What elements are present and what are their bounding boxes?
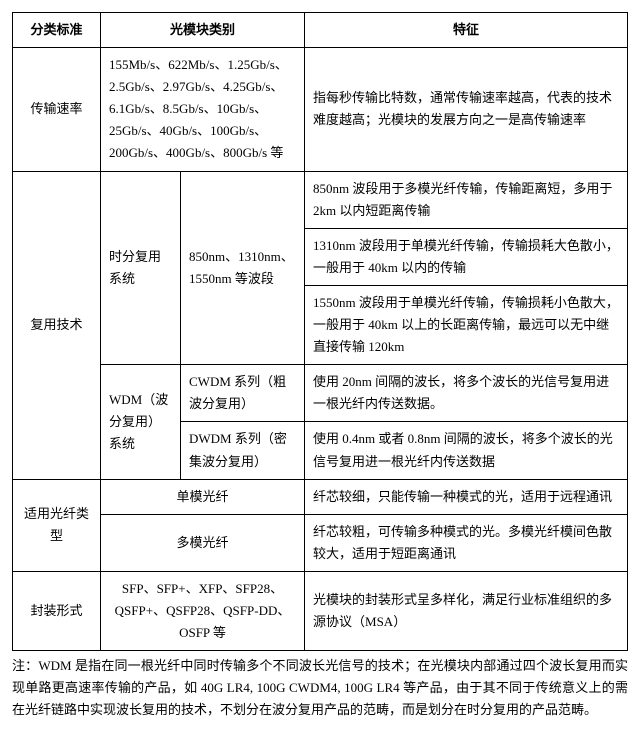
cell-standard-fiber: 适用光纤类型: [13, 479, 101, 571]
cell-rate-feature: 指每秒传输比特数，通常传输速率越高，代表的技术难度越高；光模块的发展方向之一是高…: [305, 48, 628, 171]
table-row: 适用光纤类型 单模光纤 纤芯较细，只能传输一种模式的光，适用于远程通讯: [13, 479, 628, 514]
cell-dwdm-feature: 使用 0.4nm 或者 0.8nm 间隔的波长，将多个波长的光信号复用进一根光纤…: [305, 422, 628, 479]
cell-single-mode-feature: 纤芯较细，只能传输一种模式的光，适用于远程通讯: [305, 479, 628, 514]
header-category: 光模块类别: [101, 13, 305, 48]
cell-package-category: SFP、SFP+、XFP、SFP28、QSFP+、QSFP28、QSFP-DD、…: [101, 571, 305, 650]
table-row: WDM（波分复用）系统 CWDM 系列（粗波分复用） 使用 20nm 间隔的波长…: [13, 365, 628, 422]
table-row: 多模光纤 纤芯较粗，可传输多种模式的光。多模光纤模间色散较大，适用于短距离通讯: [13, 514, 628, 571]
table-row: 传输速率 155Mb/s、622Mb/s、1.25Gb/s、2.5Gb/s、2.…: [13, 48, 628, 171]
cell-cwdm-feature: 使用 20nm 间隔的波长，将多个波长的光信号复用进一根光纤内传送数据。: [305, 365, 628, 422]
table-row: 复用技术 时分复用系统 850nm、1310nm、1550nm 等波段 850n…: [13, 171, 628, 228]
cell-tdm-feature-850: 850nm 波段用于多模光纤传输，传输距离短，多用于 2km 以内短距离传输: [305, 171, 628, 228]
cell-tdm-feature-1550: 1550nm 波段用于单模光纤传输，传输损耗小色散大，一般用于 40km 以上的…: [305, 285, 628, 364]
cell-wdm-system: WDM（波分复用）系统: [101, 365, 181, 479]
cell-multi-mode-feature: 纤芯较粗，可传输多种模式的光。多模光纤模间色散较大，适用于短距离通讯: [305, 514, 628, 571]
cell-tdm-feature-1310: 1310nm 波段用于单模光纤传输，传输损耗大色散小，一般用于 40km 以内的…: [305, 228, 628, 285]
cell-tdm-system: 时分复用系统: [101, 171, 181, 365]
cell-cwdm: CWDM 系列（粗波分复用）: [181, 365, 305, 422]
table-header-row: 分类标准 光模块类别 特征: [13, 13, 628, 48]
cell-rate-category: 155Mb/s、622Mb/s、1.25Gb/s、2.5Gb/s、2.97Gb/…: [101, 48, 305, 171]
cell-standard-mux: 复用技术: [13, 171, 101, 479]
table-row: 封装形式 SFP、SFP+、XFP、SFP28、QSFP+、QSFP28、QSF…: [13, 571, 628, 650]
cell-single-mode: 单模光纤: [101, 479, 305, 514]
cell-standard-package: 封装形式: [13, 571, 101, 650]
footnote: 注：WDM 是指在同一根光纤中同时传输多个不同波长光信号的技术；在光模块内部通过…: [12, 655, 628, 721]
cell-package-feature: 光模块的封装形式呈多样化，满足行业标准组织的多源协议（MSA）: [305, 571, 628, 650]
header-feature: 特征: [305, 13, 628, 48]
cell-tdm-band: 850nm、1310nm、1550nm 等波段: [181, 171, 305, 365]
cell-multi-mode: 多模光纤: [101, 514, 305, 571]
cell-dwdm: DWDM 系列（密集波分复用）: [181, 422, 305, 479]
classification-table: 分类标准 光模块类别 特征 传输速率 155Mb/s、622Mb/s、1.25G…: [12, 12, 628, 651]
cell-standard-rate: 传输速率: [13, 48, 101, 171]
header-standard: 分类标准: [13, 13, 101, 48]
